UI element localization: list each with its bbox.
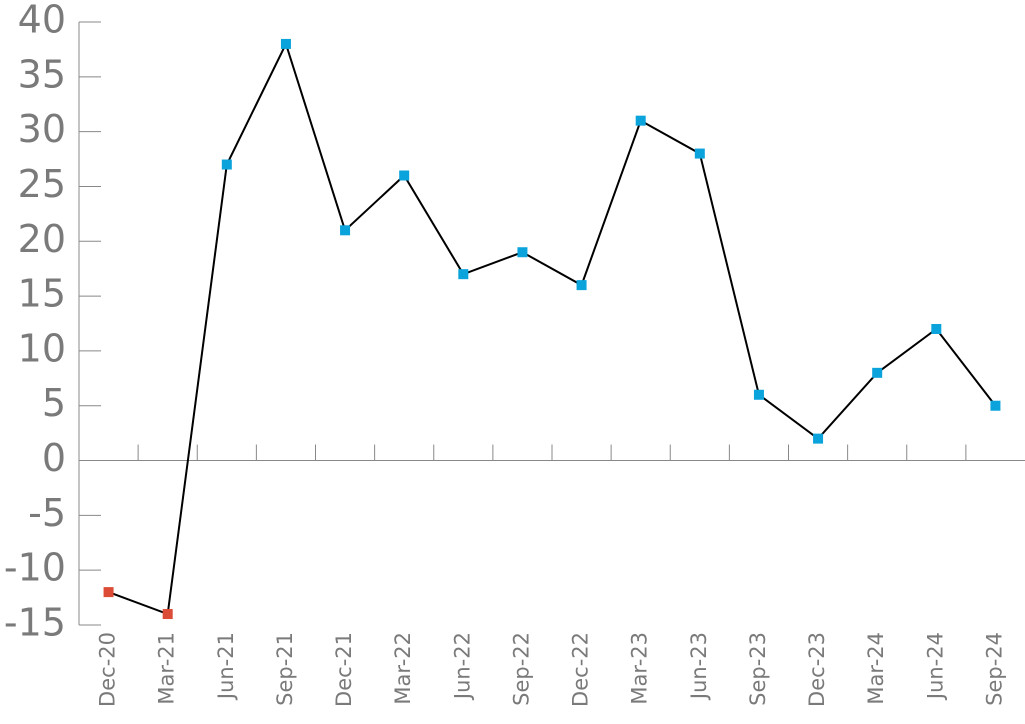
marker [162, 609, 173, 620]
marker [340, 225, 351, 236]
marker [931, 323, 942, 334]
marker [280, 38, 291, 49]
x-tick-label: Dec-21 [332, 632, 356, 707]
marker [399, 170, 410, 181]
y-tick-label: 30 [18, 107, 66, 151]
x-tick-label: Mar-23 [628, 632, 652, 705]
y-tick-label: 25 [18, 162, 66, 206]
marker [221, 159, 232, 170]
y-tick-label: 5 [42, 381, 66, 425]
y-tick-label: 10 [18, 326, 66, 370]
x-tick-label: Dec-23 [805, 632, 829, 707]
x-tick-label: Mar-22 [391, 632, 415, 705]
x-tick-label: Jun-23 [687, 632, 711, 701]
marker [635, 115, 646, 126]
marker [813, 433, 824, 444]
y-tick-label: 40 [18, 0, 66, 42]
x-tick-label: Mar-21 [155, 632, 179, 705]
x-tick-label: Jun-22 [450, 632, 474, 701]
marker [694, 148, 705, 159]
y-tick-label: 20 [18, 217, 66, 261]
data-line [108, 41, 997, 616]
y-tick-label: -15 [4, 601, 66, 645]
x-tick-label: Dec-20 [96, 632, 120, 707]
y-tick-label: 15 [18, 272, 66, 316]
marker [990, 400, 1001, 411]
marker [103, 587, 114, 598]
x-tick-label: Sep-24 [982, 632, 1006, 706]
y-tick-label: 35 [18, 52, 66, 96]
x-tick-label: Sep-22 [509, 632, 533, 706]
x-tick-label: Jun-21 [214, 632, 238, 701]
y-tick-label: 0 [42, 436, 66, 480]
y-tick-label: -5 [28, 491, 66, 535]
x-tick-label: Mar-24 [864, 632, 888, 705]
x-tick-label: Sep-23 [746, 632, 770, 706]
marker [753, 389, 764, 400]
marker [458, 269, 469, 280]
y-tick-label: -10 [4, 546, 66, 590]
x-tick-label: Jun-24 [923, 632, 947, 701]
x-tick-label: Sep-21 [273, 632, 297, 706]
marker [517, 247, 528, 258]
marker [576, 280, 587, 291]
marker [872, 367, 883, 378]
x-tick-label: Dec-22 [569, 632, 593, 707]
